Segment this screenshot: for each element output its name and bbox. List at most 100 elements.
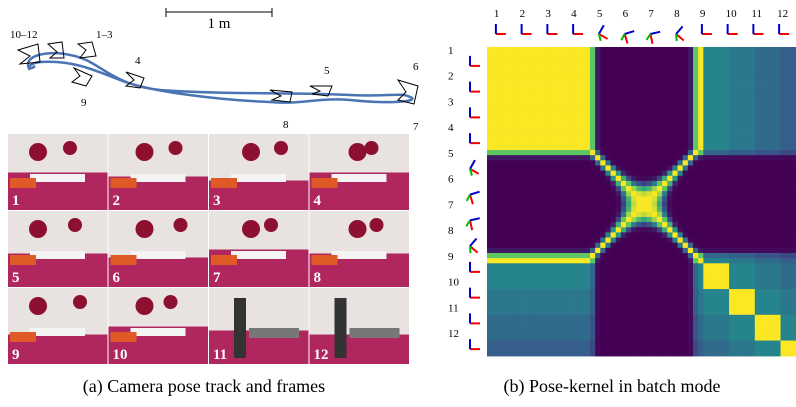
- kernel-cell: [678, 88, 684, 94]
- kernel-cell: [642, 88, 648, 94]
- kernel-cell: [678, 109, 684, 115]
- kernel-cell: [533, 176, 539, 182]
- kernel-cell: [564, 305, 570, 311]
- kernel-cell: [569, 191, 575, 197]
- kernel-cell: [595, 52, 601, 58]
- kernel-cell: [662, 99, 668, 105]
- kernel-cell: [569, 207, 575, 213]
- kernel-cell: [508, 232, 514, 238]
- kernel-cell: [575, 253, 581, 259]
- kernel-cell: [698, 294, 704, 300]
- kernel-cell: [528, 222, 534, 228]
- kernel-cell: [539, 341, 545, 347]
- kernel-cell: [508, 294, 514, 300]
- kernel-cell: [616, 135, 622, 141]
- kernel-cell: [657, 238, 663, 244]
- kernel-cell: [729, 227, 735, 233]
- kernel-cell: [760, 140, 766, 146]
- kernel-cell: [533, 253, 539, 259]
- pose-axis: [625, 34, 628, 44]
- kernel-cell: [554, 274, 560, 280]
- kernel-cell: [775, 165, 781, 171]
- kernel-cell: [508, 284, 514, 290]
- kernel-cell: [745, 52, 751, 58]
- kernel-cell: [714, 289, 720, 295]
- kernel-cell: [770, 104, 776, 110]
- kernel-cell: [528, 119, 534, 125]
- kernel-cell: [528, 268, 534, 274]
- kernel-cell: [662, 160, 668, 166]
- kernel-cell: [575, 140, 581, 146]
- kernel-cell: [595, 294, 601, 300]
- kernel-cell: [693, 202, 699, 208]
- kernel-cell: [549, 171, 555, 177]
- frame-table: [131, 328, 186, 336]
- kernel-cell: [657, 294, 663, 300]
- kernel-cell: [539, 160, 545, 166]
- kernel-cell: [539, 330, 545, 336]
- kernel-cell: [539, 109, 545, 115]
- kernel-cell: [569, 232, 575, 238]
- kernel-cell: [513, 279, 519, 285]
- kernel-cell: [657, 207, 663, 213]
- kernel-cell: [513, 114, 519, 120]
- kernel-cell: [595, 73, 601, 79]
- kernel-cell: [590, 325, 596, 331]
- kernel-cell: [760, 191, 766, 197]
- kernel-cell: [492, 335, 498, 341]
- kernel-cell: [605, 217, 611, 223]
- kernel-cell: [729, 114, 735, 120]
- kernel-cell: [662, 104, 668, 110]
- kernel-cell: [585, 232, 591, 238]
- kernel-cell: [513, 52, 519, 58]
- kernel-cell: [698, 62, 704, 68]
- kernel-cell: [786, 253, 792, 259]
- column-label: 2: [520, 8, 526, 20]
- kernel-cell: [544, 274, 550, 280]
- kernel-cell: [667, 145, 673, 151]
- kernel-cell: [745, 171, 751, 177]
- kernel-cell: [595, 243, 601, 249]
- kernel-cell: [611, 320, 617, 326]
- kernel-cell: [621, 196, 627, 202]
- kernel-cell: [765, 299, 771, 305]
- kernel-cell: [621, 129, 627, 135]
- kernel-cell: [647, 109, 653, 115]
- kernel-cell: [595, 176, 601, 182]
- kernel-cell: [554, 155, 560, 161]
- kernel-cell: [544, 227, 550, 233]
- kernel-cell: [513, 284, 519, 290]
- kernel-cell: [605, 165, 611, 171]
- kernel-cell: [719, 268, 725, 274]
- kernel-cell: [492, 238, 498, 244]
- kernel-cell: [729, 181, 735, 187]
- kernel-cell: [662, 129, 668, 135]
- kernel-cell: [590, 243, 596, 249]
- kernel-cell: [569, 88, 575, 94]
- kernel-cell: [775, 114, 781, 120]
- kernel-cell: [781, 47, 787, 53]
- kernel-cell: [539, 140, 545, 146]
- kernel-cell: [605, 99, 611, 105]
- kernel-cell: [770, 68, 776, 74]
- kernel-cell: [775, 310, 781, 316]
- kernel-cell: [765, 104, 771, 110]
- kernel-cell: [703, 114, 709, 120]
- kernel-cell: [600, 315, 606, 321]
- kernel-cell: [580, 253, 586, 259]
- kernel-cell: [734, 320, 740, 326]
- kernel-cell: [487, 191, 493, 197]
- kernel-cell: [750, 62, 756, 68]
- kernel-cell: [605, 202, 611, 208]
- kernel-cell: [631, 212, 637, 218]
- kernel-cell: [554, 78, 560, 84]
- kernel-cell: [775, 202, 781, 208]
- kernel-cell: [595, 341, 601, 347]
- kernel-cell: [590, 346, 596, 352]
- kernel-cell: [595, 119, 601, 125]
- kernel-cell: [575, 57, 581, 63]
- kernel-cell: [708, 232, 714, 238]
- kernel-cell: [703, 47, 709, 53]
- kernel-cell: [714, 305, 720, 311]
- kernel-cell: [621, 176, 627, 182]
